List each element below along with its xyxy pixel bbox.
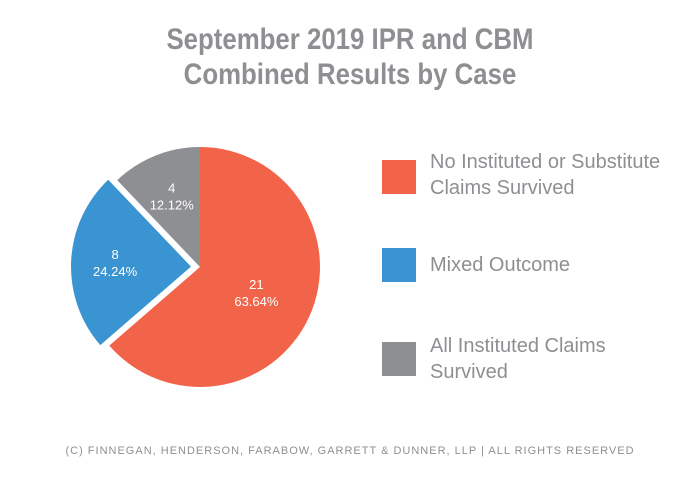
pie-value-label-mixed-outcome: 8 (111, 247, 118, 262)
legend-label-no-instituted: No Instituted or Substitute Claims Survi… (430, 149, 690, 201)
chart-title-line-2: Combined Results by Case (183, 58, 517, 91)
pie-value-label-all-instituted: 4 (168, 180, 175, 195)
pie-percent-label-all-instituted: 12.12% (150, 197, 195, 212)
legend-swatch-no-instituted (382, 160, 416, 194)
pie-slice-all-instituted (117, 147, 200, 267)
legend-swatch-all-instituted (382, 342, 416, 376)
copyright-footer: (c) Finnegan, Henderson, Farabow, Garret… (65, 445, 635, 457)
legend-label-mixed-outcome: Mixed Outcome (430, 252, 690, 278)
legend-label-all-instituted-line-1: All Instituted Claims (430, 335, 606, 357)
pie-slice-no-instituted (109, 147, 320, 387)
chart-title-line-1: September 2019 IPR and CBM (166, 23, 534, 56)
chart-title: September 2019 IPR and CBM Combined Resu… (49, 22, 651, 92)
legend-swatch-mixed-outcome (382, 248, 416, 282)
pie-percent-label-no-instituted: 63.64% (234, 294, 279, 309)
legend: No Instituted or Substitute Claims Survi… (382, 0, 692, 500)
legend-label-all-instituted-line-2: Survived (430, 361, 508, 383)
legend-label-no-instituted-line-2: Claims Survived (430, 177, 575, 199)
legend-label-no-instituted-line-1: No Instituted or Substitute (430, 151, 661, 173)
pie-value-label-no-instituted: 21 (249, 277, 263, 292)
pie-percent-label-mixed-outcome: 24.24% (93, 264, 138, 279)
legend-label-mixed-outcome-line-1: Mixed Outcome (430, 254, 571, 276)
pie-slice-mixed-outcome (71, 179, 192, 346)
legend-label-all-instituted: All Instituted Claims Survived (430, 333, 690, 385)
